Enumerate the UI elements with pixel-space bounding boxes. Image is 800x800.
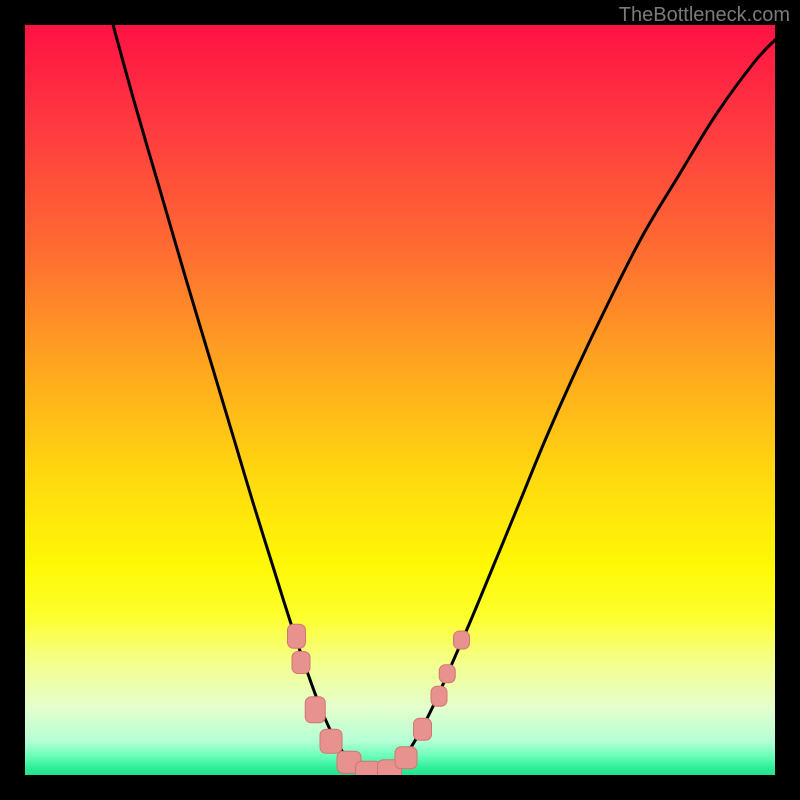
- curve-marker: [431, 686, 447, 706]
- curve-marker: [288, 624, 306, 648]
- curve-marker: [395, 747, 417, 769]
- watermark-text: TheBottleneck.com: [619, 4, 790, 27]
- plot-area: [25, 25, 775, 775]
- curve-marker: [292, 652, 310, 674]
- curve-marker: [320, 729, 342, 753]
- curve-marker: [439, 665, 455, 683]
- bottleneck-curve: [109, 25, 775, 775]
- curve-overlay: [25, 25, 775, 775]
- curve-marker: [414, 718, 432, 740]
- curve-marker: [454, 631, 470, 649]
- curve-marker: [305, 697, 325, 723]
- marker-group: [288, 624, 470, 775]
